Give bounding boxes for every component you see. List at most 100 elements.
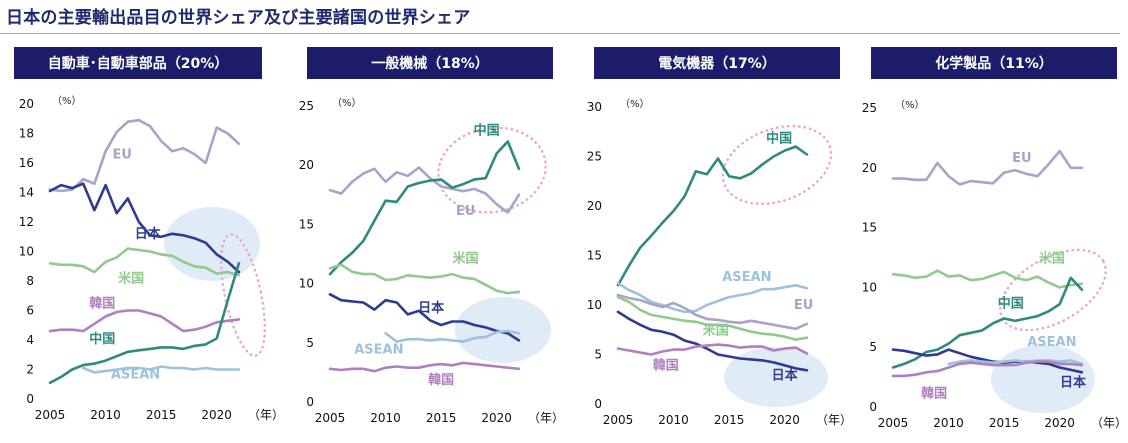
y-tick-label: 20	[587, 199, 602, 213]
y-tick-label: 8	[26, 274, 34, 288]
y-unit-label: （%）	[52, 95, 82, 107]
x-unit-label: （年）	[528, 411, 564, 425]
y-tick-label: 20	[299, 158, 314, 172]
series-line-us	[891, 269, 1084, 289]
y-tick-label: 25	[299, 99, 314, 113]
y-tick-label: 5	[594, 348, 602, 362]
x-tick-label: 2020	[1044, 416, 1075, 430]
y-tick-label: 20	[862, 161, 877, 175]
series-label-korea: 韓国	[921, 385, 947, 401]
series-label-korea: 韓国	[428, 372, 454, 388]
series-label-china: 中国	[766, 131, 792, 147]
chart-panel-2: 0 5 10 15 20 25 2005 2010 2015 2020 （%） （年） 中国 EU 米国日本…	[299, 97, 564, 425]
series-line-korea	[891, 360, 1084, 378]
series-line-us	[48, 247, 241, 277]
series-label-japan: 日本	[772, 367, 798, 383]
series-line-asean	[82, 365, 241, 374]
x-tick-label: 2010	[370, 411, 401, 425]
x-tick-label: 2005	[878, 416, 909, 430]
x-tick-label: 2005	[35, 408, 66, 422]
series-line-asean	[947, 359, 1084, 366]
y-unit-label: （%）	[332, 97, 362, 109]
series-label-asean: ASEAN	[722, 270, 771, 285]
series-line-us	[616, 295, 809, 341]
y-tick-label: 10	[299, 277, 314, 291]
panel-header-chemical: 化学製品（11%）	[871, 47, 1117, 79]
y-tick-label: 0	[306, 395, 314, 409]
series-line-eu	[328, 166, 521, 214]
y-tick-label: 5	[306, 336, 314, 350]
y-tick-label: 18	[19, 127, 34, 141]
y-tick-label: 0	[594, 397, 602, 411]
title-divider	[0, 33, 1120, 34]
x-tick-label: 2010	[658, 413, 689, 427]
series-label-asean: ASEAN	[1027, 335, 1076, 350]
y-tick-label: 10	[587, 298, 602, 312]
series-label-japan: 日本	[1060, 375, 1086, 391]
x-tick-label: 2020	[481, 411, 512, 425]
highlight-pink-ellipse	[721, 125, 833, 205]
series-line-eu	[48, 118, 241, 193]
y-tick-label: 10	[862, 280, 877, 294]
highlight-blue-ellipse	[455, 297, 551, 363]
y-tick-label: 4	[26, 333, 34, 347]
highlight-pink-ellipse	[220, 233, 266, 357]
y-tick-label: 16	[19, 156, 34, 170]
panel-header-automobile: 自動車･自動車部品（20%）	[14, 47, 262, 79]
x-tick-label: 2015	[426, 411, 457, 425]
series-line-korea	[328, 361, 521, 373]
x-tick-label: 2005	[315, 411, 346, 425]
x-tick-label: 2020	[201, 408, 232, 422]
x-tick-label: 2010	[90, 408, 121, 422]
panel-header-electrical: 電気機器（17%）	[594, 47, 840, 79]
series-label-us: 米国	[453, 250, 479, 266]
y-tick-label: 15	[299, 217, 314, 231]
y-tick-label: 25	[587, 150, 602, 164]
series-label-china: 中国	[998, 296, 1024, 312]
series-line-japan	[48, 182, 241, 274]
y-tick-label: 25	[862, 101, 877, 115]
series-label-eu: EU	[113, 148, 132, 163]
chart-panel-1: 0 2 4 6 8 10 12 14 16 18 20 2005 2010 2015 2020 （%） （年） E…	[19, 95, 284, 422]
series-line-asean	[384, 329, 521, 343]
highlight-blue-ellipse	[724, 347, 828, 407]
series-label-korea: 韓国	[653, 357, 679, 373]
y-tick-label: 15	[587, 249, 602, 263]
x-tick-label: 2015	[989, 416, 1020, 430]
series-label-us: 米国	[703, 323, 729, 339]
series-line-japan	[328, 292, 521, 342]
series-line-us	[328, 263, 521, 295]
series-line-china	[48, 261, 241, 385]
y-tick-label: 30	[587, 100, 602, 114]
series-line-japan	[616, 310, 809, 372]
chart-panel-3: 0 5 10 15 20 25 30 2005 2010 2015 2020 （%） （年） 中国 ASEA…	[587, 98, 852, 427]
x-tick-label: 2015	[714, 413, 745, 427]
y-tick-label: 14	[19, 186, 34, 200]
series-label-korea: 韓国	[89, 296, 115, 312]
series-label-us: 米国	[118, 270, 144, 286]
y-tick-label: 6	[26, 304, 34, 318]
series-label-eu: EU	[1012, 151, 1031, 166]
series-label-asean: ASEAN	[354, 342, 403, 357]
x-unit-label: （年）	[1091, 416, 1127, 430]
series-label-eu: EU	[456, 204, 475, 219]
y-tick-label: 20	[19, 97, 34, 111]
y-tick-label: 5	[869, 340, 877, 354]
series-line-asean	[616, 281, 809, 314]
series-label-eu: EU	[794, 298, 813, 313]
series-line-korea	[48, 309, 241, 333]
y-tick-label: 0	[869, 400, 877, 414]
y-unit-label: （%）	[620, 98, 650, 110]
x-tick-label: 2005	[603, 413, 634, 427]
series-line-eu	[891, 149, 1084, 186]
series-line-eu	[616, 293, 809, 331]
y-tick-label: 12	[19, 215, 34, 229]
series-label-asean: ASEAN	[111, 367, 160, 382]
x-unit-label: （年）	[248, 408, 284, 422]
series-label-japan: 日本	[418, 300, 444, 316]
series-label-japan: 日本	[135, 226, 161, 242]
page-title: 日本の主要輸出品目の世界シェア及び主要諸国の世界シェア	[6, 8, 471, 28]
series-line-china	[328, 140, 521, 276]
y-tick-label: 15	[862, 221, 877, 235]
